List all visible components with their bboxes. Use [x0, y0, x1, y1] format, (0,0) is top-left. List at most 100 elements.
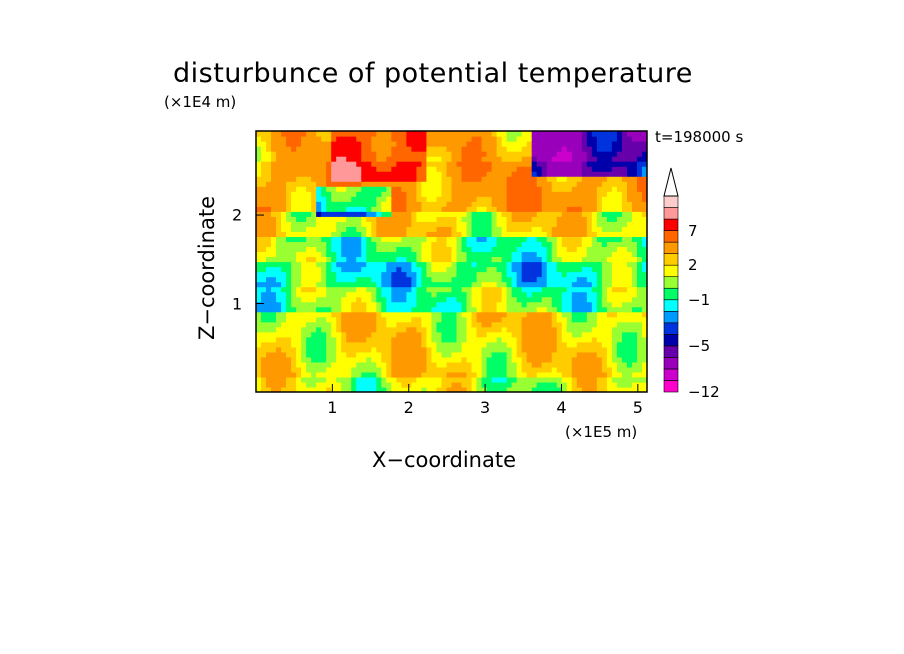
contour-cell — [496, 261, 503, 268]
contour-cell — [551, 131, 558, 137]
contour-cell — [271, 241, 277, 248]
contour-cell — [261, 211, 267, 217]
contour-cell — [536, 141, 543, 147]
contour-cell — [356, 196, 362, 202]
contour-cell — [491, 191, 498, 197]
contour-cell — [511, 211, 518, 217]
contour-cell — [586, 336, 593, 343]
contour-cell — [586, 381, 593, 388]
contour-cell — [631, 146, 638, 152]
contour-cell — [611, 326, 618, 333]
contour-cell — [371, 291, 377, 298]
contour-cell — [396, 301, 402, 308]
contour-cell — [411, 241, 418, 248]
contour-cell — [611, 261, 618, 268]
contour-cell — [336, 161, 342, 167]
contour-cell — [256, 371, 262, 378]
contour-cell — [266, 221, 272, 227]
contour-cell — [356, 366, 362, 373]
contour-cell — [416, 286, 423, 293]
contour-cell — [401, 331, 407, 338]
contour-cell — [386, 296, 392, 303]
contour-cell — [641, 326, 647, 333]
contour-cell — [316, 296, 322, 303]
contour-cell — [306, 291, 312, 298]
contour-cell — [321, 211, 327, 217]
contour-cell — [316, 386, 322, 392]
contour-cell — [406, 211, 412, 217]
contour-cell — [511, 241, 518, 248]
contour-cell — [566, 201, 573, 207]
contour-cell — [531, 351, 538, 358]
contour-cell — [416, 186, 423, 192]
contour-cell — [401, 356, 407, 363]
contour-cell — [536, 366, 543, 373]
contour-cell — [521, 251, 528, 258]
contour-cell — [616, 281, 623, 288]
contour-cell — [541, 201, 548, 207]
contour-cell — [286, 386, 292, 392]
contour-cell — [416, 271, 423, 278]
contour-cell — [286, 201, 292, 207]
contour-cell — [441, 351, 448, 358]
contour-cell — [306, 386, 312, 392]
contour-cell — [321, 206, 327, 212]
contour-cell — [631, 351, 638, 358]
contour-cell — [351, 196, 357, 202]
contour-cell — [286, 231, 292, 238]
contour-cell — [346, 231, 352, 238]
contour-cell — [376, 351, 382, 358]
contour-cell — [271, 356, 277, 363]
contour-cell — [336, 156, 342, 162]
contour-cell — [486, 256, 493, 263]
contour-cell — [546, 241, 553, 248]
contour-cell — [316, 156, 322, 162]
contour-cell — [601, 361, 608, 368]
contour-cell — [431, 161, 438, 167]
contour-cell — [636, 236, 643, 243]
contour-cell — [381, 271, 387, 278]
contour-cell — [381, 371, 387, 378]
contour-cell — [421, 346, 428, 353]
contour-cell — [386, 271, 392, 278]
contour-cell — [341, 336, 347, 343]
contour-cell — [391, 156, 397, 162]
contour-cell — [521, 331, 528, 338]
contour-cell — [491, 336, 498, 343]
contour-cell — [621, 321, 628, 328]
contour-cell — [261, 191, 267, 197]
contour-cell — [281, 246, 287, 253]
contour-cell — [351, 141, 357, 147]
contour-cell — [636, 216, 643, 222]
contour-cell — [311, 326, 317, 333]
contour-cell — [331, 211, 337, 217]
contour-cell — [481, 156, 488, 162]
contour-cell — [336, 301, 342, 308]
contour-cell — [491, 166, 498, 172]
contour-cell — [276, 296, 282, 303]
contour-cell — [521, 196, 528, 202]
contour-cell — [386, 246, 392, 253]
contour-cell — [266, 191, 272, 197]
contour-cell — [621, 386, 628, 392]
contour-cell — [466, 371, 473, 378]
contour-cell — [616, 326, 623, 333]
contour-cell — [501, 381, 508, 388]
contour-cell — [386, 346, 392, 353]
contour-cell — [331, 131, 337, 137]
contour-cell — [321, 161, 327, 167]
contour-cell — [586, 196, 593, 202]
contour-cell — [616, 386, 623, 392]
contour-cell — [441, 266, 448, 273]
contour-cell — [641, 246, 647, 253]
contour-cell — [626, 216, 633, 222]
x-tick-label: 3 — [480, 398, 491, 417]
contour-cell — [331, 326, 337, 333]
contour-cell — [366, 151, 372, 157]
contour-cell — [266, 271, 272, 278]
contour-cell — [471, 306, 478, 313]
contour-cell — [386, 211, 392, 217]
contour-cell — [536, 301, 543, 308]
contour-cell — [341, 171, 347, 177]
contour-cell — [461, 276, 468, 283]
